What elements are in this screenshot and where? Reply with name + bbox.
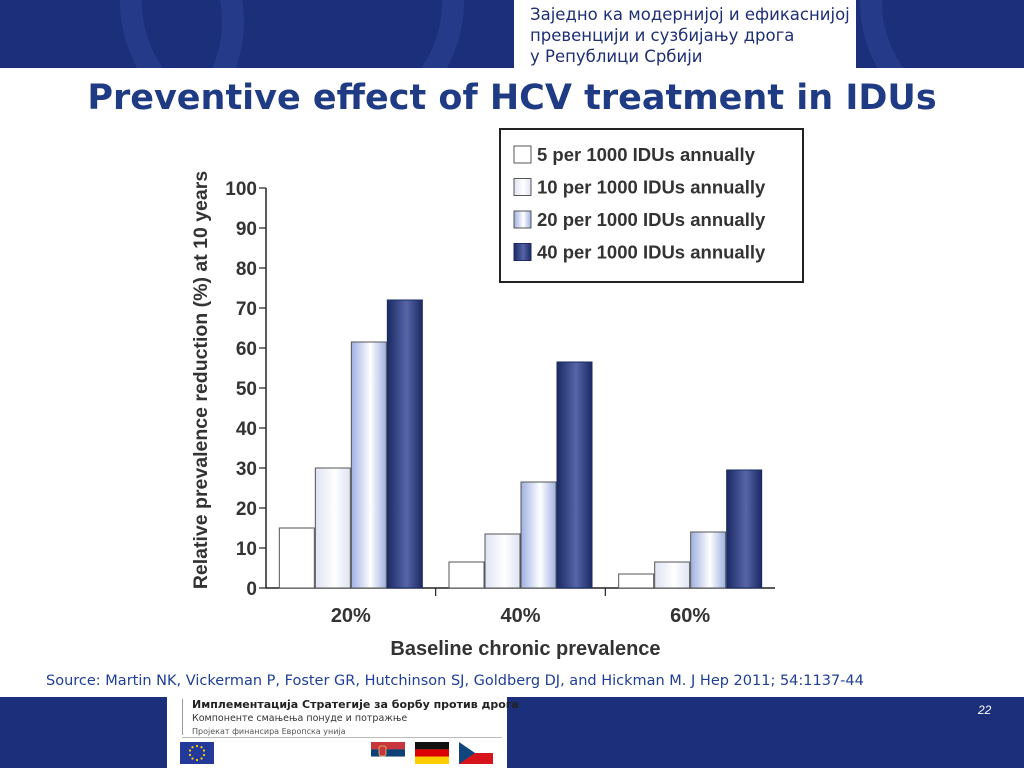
y-axis-label: Relative prevalence reduction (%) at 10 … (190, 171, 212, 590)
header-line-3: у Републици Србији (530, 47, 703, 66)
x-tick-label: 40% (500, 605, 540, 627)
top-banner (0, 0, 1024, 68)
source-citation: Source: Martin NK, Vickerman P, Foster G… (46, 673, 864, 689)
y-tick-label: 100 (225, 179, 257, 200)
bar (350, 341, 387, 589)
footer-info-box (167, 697, 507, 768)
footer-rule (182, 737, 502, 738)
bar (520, 481, 557, 589)
y-tick-label: 70 (236, 299, 257, 320)
header-line-2: превенцији и сузбијању дрога (530, 26, 795, 45)
bar (726, 469, 763, 589)
chart-panel: 0 10 20 30 40 50 60 70 80 90 100 20% 40% 60% Baseline … (173, 128, 833, 663)
bar (618, 573, 655, 589)
bar (690, 531, 727, 589)
legend-swatch (513, 243, 532, 261)
eu-flag-icon (180, 742, 214, 764)
y-tick-label: 20 (236, 499, 257, 520)
legend-label: 10 per 1000 IDUs annually (537, 177, 766, 198)
legend-swatch (513, 210, 532, 229)
x-tick-label: 60% (670, 605, 710, 627)
legend-box (499, 128, 804, 283)
y-tick-label: 0 (246, 579, 257, 600)
header-slogan: Заједно ка модернијој и ефикаснијој прев… (530, 4, 860, 67)
y-tick-label: 90 (236, 219, 257, 240)
y-tick-label: 40 (236, 419, 257, 440)
czech-flag-icon (459, 742, 493, 764)
y-tick-label: 30 (236, 459, 257, 480)
bar (386, 299, 423, 589)
legend-swatch (513, 145, 532, 164)
bar (278, 527, 315, 589)
header-line-1: Заједно ка модернијој и ефикаснијој (530, 5, 850, 24)
y-tick-label: 50 (236, 379, 257, 400)
slide-title: Preventive effect of HCV treatment in ID… (87, 78, 937, 118)
bar (448, 561, 485, 589)
bar (654, 561, 691, 589)
y-tick-label: 10 (236, 539, 257, 560)
legend-swatch (513, 178, 532, 196)
footer-strategy-title: Имплементација Стратегије за борбу проти… (192, 698, 519, 711)
x-tick-label: 20% (331, 605, 371, 627)
x-axis-label: Baseline chronic prevalence (390, 638, 660, 660)
bar (556, 361, 593, 589)
footer-eu-funding: Пројекат финансира Европска унија (192, 727, 346, 736)
legend-label: 20 per 1000 IDUs annually (537, 209, 766, 230)
bar (314, 467, 351, 589)
serbia-flag-icon (371, 742, 405, 764)
bar-chart: 0 10 20 30 40 50 60 70 80 90 100 20% 40% 60% Baseline … (190, 128, 804, 660)
bar (484, 533, 521, 589)
page-number: 22 (978, 703, 992, 717)
y-tick-label: 80 (236, 259, 257, 280)
legend-label: 40 per 1000 IDUs annually (537, 242, 766, 263)
y-tick-label: 60 (236, 339, 257, 360)
footer-divider (182, 699, 183, 735)
header-text-box (514, 0, 856, 68)
footer-components: Компоненте смањења понуде и потражње (192, 713, 408, 724)
germany-flag-icon (415, 742, 449, 764)
legend-label: 5 per 1000 IDUs annually (537, 144, 756, 165)
